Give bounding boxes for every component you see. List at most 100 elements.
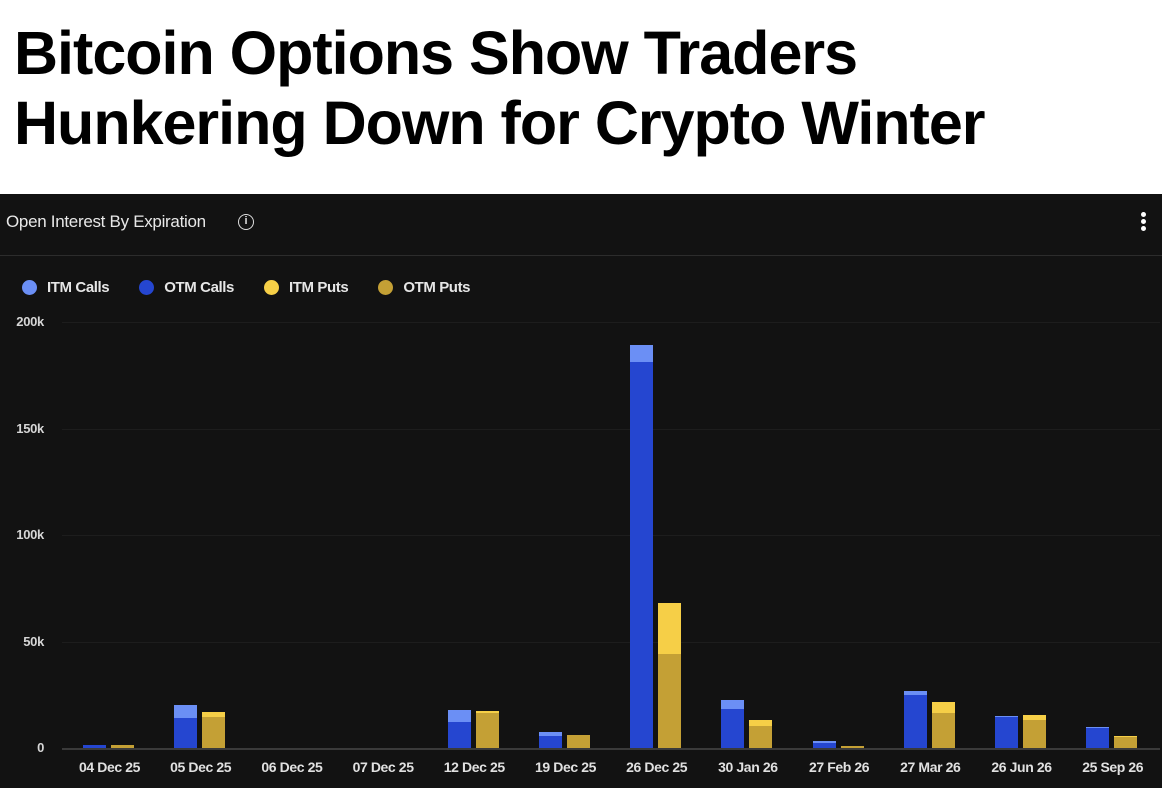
y-tick-label: 50k	[23, 633, 44, 649]
puts-bar[interactable]	[1023, 715, 1046, 748]
calls-bar[interactable]	[447, 709, 471, 748]
bar-group[interactable]	[64, 322, 155, 748]
bar-group[interactable]	[246, 322, 337, 748]
puts-bar[interactable]	[931, 702, 955, 748]
panel-header: Open Interest By Expiration i	[0, 194, 1162, 256]
puts-itm-segment	[475, 710, 499, 713]
puts-itm-segment	[1114, 736, 1138, 737]
bar-group[interactable]	[520, 322, 611, 748]
x-tick-label: 19 Dec 25	[534, 759, 596, 775]
gridline	[62, 322, 1160, 323]
x-tick-label: 26 Jun 26	[991, 759, 1052, 775]
calls-itm-segment	[995, 716, 1018, 718]
calls-otm-segment	[812, 742, 836, 748]
x-tick-label: 12 Dec 25	[443, 759, 505, 775]
puts-itm-segment	[658, 603, 682, 655]
legend-dot-icon	[139, 280, 155, 295]
calls-itm-segment	[83, 744, 106, 746]
bar-group[interactable]	[338, 322, 429, 748]
more-options-icon[interactable]	[1139, 210, 1147, 236]
calls-bar[interactable]	[995, 716, 1018, 748]
calls-itm-segment	[447, 709, 471, 723]
calls-bar[interactable]	[630, 345, 654, 748]
legend-dot-icon	[378, 280, 394, 295]
calls-itm-segment	[174, 705, 198, 719]
bar-group[interactable]	[429, 322, 520, 748]
calls-otm-segment	[447, 722, 471, 748]
legend-dot-icon	[22, 280, 37, 295]
puts-itm-segment	[749, 720, 773, 726]
calls-itm-segment	[812, 740, 836, 743]
headline: Bitcoin Options Show Traders Hunkering D…	[14, 19, 986, 157]
calls-bar[interactable]	[812, 740, 836, 748]
puts-otm-segment	[202, 717, 226, 748]
bar-group[interactable]	[702, 322, 793, 748]
calls-bar[interactable]	[174, 705, 198, 748]
calls-bar[interactable]	[83, 744, 106, 748]
chart-title: Open Interest By Expiration	[6, 212, 206, 231]
legend-item-otm-puts[interactable]: OTM Puts	[378, 279, 471, 296]
puts-bar[interactable]	[111, 744, 134, 748]
y-tick-label: 150k	[16, 420, 44, 436]
calls-bar[interactable]	[721, 700, 745, 748]
gridline	[62, 428, 1160, 430]
bar-group[interactable]	[155, 322, 246, 748]
calls-otm-segment	[630, 362, 654, 748]
x-tick-label: 04 Dec 25	[78, 759, 140, 775]
plot-area: 0 50k 100k 150k 200k 04 Dec 25 05 Dec 25 06 Dec…	[0, 194, 1162, 788]
x-tick-label: 30 Jan 26	[718, 759, 778, 775]
x-tick-label: 27 Mar 26	[900, 759, 961, 775]
bar-group[interactable]	[976, 322, 1067, 748]
puts-bar[interactable]	[475, 710, 499, 748]
legend-label: ITM Puts	[289, 279, 349, 296]
puts-bar[interactable]	[1114, 736, 1138, 748]
legend-label: OTM Calls	[164, 279, 234, 296]
puts-otm-segment	[111, 745, 134, 748]
legend-label: OTM Puts	[403, 279, 471, 296]
legend-item-itm-calls[interactable]: ITM Calls	[22, 279, 110, 296]
puts-itm-segment	[931, 702, 955, 713]
puts-itm-segment	[202, 711, 226, 718]
puts-otm-segment	[931, 712, 955, 748]
legend-item-otm-calls[interactable]: OTM Calls	[139, 279, 234, 296]
puts-bar[interactable]	[840, 746, 864, 748]
puts-otm-segment	[1114, 736, 1138, 748]
x-tick-label: 27 Feb 26	[808, 759, 870, 775]
calls-otm-segment	[995, 717, 1018, 748]
chart-panel: Open Interest By Expiration i ITM Calls …	[0, 194, 1162, 788]
puts-otm-segment	[475, 712, 499, 748]
puts-otm-segment	[840, 746, 864, 748]
legend-item-itm-puts[interactable]: ITM Puts	[264, 279, 349, 296]
chart-legend: ITM Calls OTM Calls ITM Puts OTM Puts	[22, 279, 500, 296]
calls-itm-segment	[539, 732, 562, 737]
bar-group[interactable]	[611, 322, 702, 748]
bar-group[interactable]	[1067, 322, 1158, 748]
puts-otm-segment	[1023, 720, 1046, 748]
calls-itm-segment	[721, 700, 745, 709]
x-tick-label: 25 Sep 26	[1082, 759, 1144, 775]
calls-otm-segment	[539, 736, 562, 748]
y-tick-label: 0	[37, 740, 44, 755]
puts-bar[interactable]	[567, 735, 590, 748]
bar-group[interactable]	[885, 322, 976, 748]
calls-itm-segment	[903, 690, 927, 695]
calls-otm-segment	[83, 745, 106, 748]
bar-group[interactable]	[794, 322, 885, 748]
puts-otm-segment	[658, 654, 682, 748]
calls-itm-segment	[630, 345, 654, 363]
calls-otm-segment	[903, 694, 927, 748]
legend-dot-icon	[264, 280, 279, 295]
calls-bar[interactable]	[903, 690, 927, 748]
puts-bar[interactable]	[658, 603, 682, 748]
puts-bar[interactable]	[202, 711, 226, 748]
y-tick-label: 100k	[16, 527, 44, 542]
calls-bar[interactable]	[539, 732, 562, 748]
calls-bar[interactable]	[1086, 726, 1110, 748]
puts-bar[interactable]	[749, 720, 773, 748]
info-icon[interactable]: i	[238, 214, 254, 230]
x-axis-line	[62, 748, 1160, 750]
calls-itm-segment	[1086, 726, 1110, 728]
puts-otm-segment	[749, 725, 773, 748]
puts-otm-segment	[567, 735, 590, 748]
calls-otm-segment	[721, 708, 745, 748]
